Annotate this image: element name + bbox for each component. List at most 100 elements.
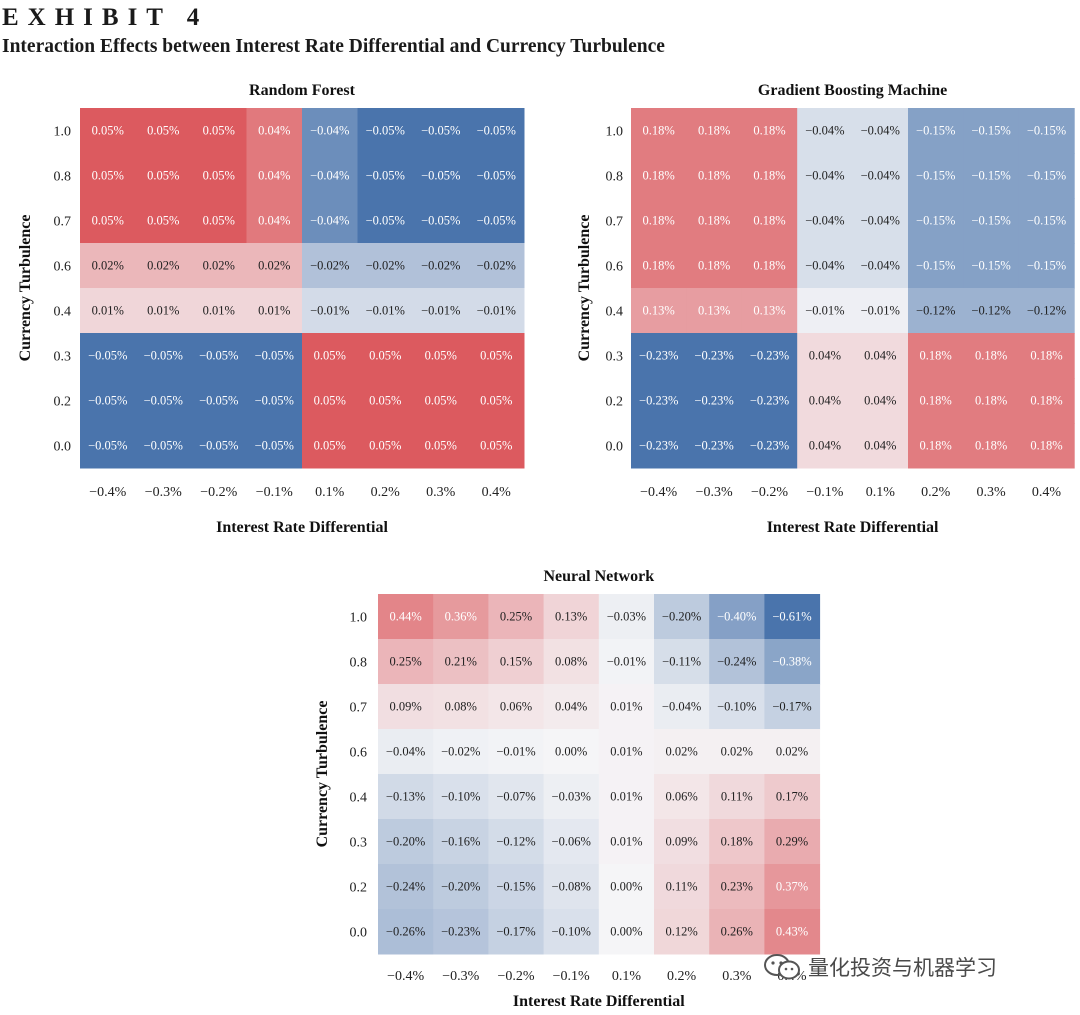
nn-y-tick: 0.0 bbox=[350, 926, 368, 941]
gbm-cell-label: −0.15% bbox=[1027, 124, 1066, 138]
rf-cell bbox=[413, 333, 469, 379]
rf-cell bbox=[246, 108, 303, 154]
nn-cell bbox=[488, 864, 545, 910]
gbm-cell bbox=[1018, 198, 1075, 244]
rf-cell bbox=[135, 108, 192, 154]
rf-cell-label: −0.05% bbox=[144, 439, 183, 453]
gbm-y-tick: 0.2 bbox=[606, 395, 624, 410]
nn-cell bbox=[433, 819, 489, 865]
nn-y-tick: 0.7 bbox=[350, 701, 368, 716]
nn-cell bbox=[709, 684, 765, 730]
gbm-cell bbox=[741, 288, 798, 334]
gbm-y-axis-title: Currency Turbulence bbox=[576, 215, 593, 362]
gbm-cell bbox=[797, 378, 854, 424]
nn-cell bbox=[598, 774, 655, 820]
gbm-cell bbox=[741, 333, 798, 379]
nn-cell bbox=[488, 594, 545, 640]
nn-cell bbox=[378, 729, 434, 775]
gbm-cell bbox=[908, 288, 964, 334]
rf-y-tick: 0.7 bbox=[54, 215, 72, 230]
nn-cell-label: −0.01% bbox=[496, 745, 535, 759]
gbm-cell-label: −0.04% bbox=[861, 169, 900, 183]
nn-cell-label: 0.00% bbox=[610, 925, 642, 939]
gbm-cell-label: −0.23% bbox=[750, 439, 789, 453]
gbm-cell-label: −0.12% bbox=[1027, 304, 1066, 318]
nn-cell bbox=[598, 594, 655, 640]
gbm-cell bbox=[686, 153, 743, 199]
rf-x-tick: −0.1% bbox=[256, 485, 293, 500]
rf-cell bbox=[413, 198, 469, 244]
rf-cell bbox=[357, 243, 414, 289]
nn-cell bbox=[598, 819, 655, 865]
rf-cell-label: −0.05% bbox=[255, 349, 294, 363]
gbm-cell-label: −0.04% bbox=[805, 259, 844, 273]
gbm-cell bbox=[741, 108, 798, 154]
gbm-cell bbox=[852, 288, 909, 334]
rf-cell-label: 0.04% bbox=[258, 214, 290, 228]
rf-cell-label: −0.01% bbox=[477, 304, 516, 318]
gbm-cell bbox=[1018, 288, 1075, 334]
rf-cell bbox=[191, 108, 247, 154]
nn-cell bbox=[488, 909, 545, 955]
nn-cell bbox=[764, 639, 821, 685]
nn-cell bbox=[378, 594, 434, 640]
gbm-x-tick: −0.4% bbox=[640, 485, 677, 500]
gbm-cell bbox=[852, 243, 909, 289]
gbm-cell-label: 0.18% bbox=[643, 124, 675, 138]
rf-x-axis-title: Interest Rate Differential bbox=[216, 519, 388, 536]
nn-cell bbox=[709, 639, 765, 685]
nn-cell-label: −0.13% bbox=[386, 790, 425, 804]
gbm-cell-label: 0.18% bbox=[1030, 439, 1062, 453]
gbm-cell bbox=[686, 378, 743, 424]
rf-cell-label: −0.01% bbox=[310, 304, 349, 318]
gbm-cell-label: 0.18% bbox=[975, 439, 1007, 453]
rf-y-axis-title: Currency Turbulence bbox=[17, 215, 34, 362]
rf-cell bbox=[302, 423, 358, 469]
nn-cell-label: −0.24% bbox=[386, 880, 425, 894]
gbm-x-tick: 0.2% bbox=[921, 485, 951, 500]
rf-cell-label: 0.02% bbox=[147, 259, 179, 273]
nn-cell-label: 0.09% bbox=[389, 700, 421, 714]
gbm-cell bbox=[963, 423, 1020, 469]
nn-cell-label: −0.20% bbox=[662, 610, 701, 624]
rf-cell-label: −0.05% bbox=[88, 394, 127, 408]
rf-cell-label: 0.05% bbox=[92, 169, 124, 183]
gbm-cell bbox=[908, 198, 964, 244]
rf-cell-label: −0.05% bbox=[255, 439, 294, 453]
rf-cell bbox=[413, 153, 469, 199]
rf-cell bbox=[302, 333, 358, 379]
gbm-cell bbox=[741, 378, 798, 424]
nn-cell-label: 0.13% bbox=[555, 610, 587, 624]
nn-cell-label: −0.40% bbox=[717, 610, 756, 624]
rf-cell-label: 0.05% bbox=[92, 124, 124, 138]
nn-cell-label: −0.01% bbox=[607, 655, 646, 669]
nn-x-tick: 0.2% bbox=[667, 969, 697, 984]
rf-cell-label: −0.05% bbox=[199, 394, 238, 408]
gbm-x-tick: −0.2% bbox=[751, 485, 788, 500]
gbm-cell bbox=[741, 153, 798, 199]
rf-cell bbox=[468, 153, 525, 199]
nn-cell bbox=[764, 594, 821, 640]
nn-cell-label: −0.15% bbox=[496, 880, 535, 894]
gbm-cell bbox=[797, 153, 854, 199]
rf-cell-label: 0.02% bbox=[258, 259, 290, 273]
nn-cell-label: 0.00% bbox=[610, 880, 642, 894]
gbm-cell bbox=[631, 243, 687, 289]
rf-cell-label: −0.05% bbox=[144, 394, 183, 408]
gbm-cell bbox=[852, 423, 909, 469]
gbm-cell bbox=[797, 108, 854, 154]
nn-cell-label: −0.17% bbox=[496, 925, 535, 939]
gbm-cell-label: −0.04% bbox=[861, 124, 900, 138]
nn-cell bbox=[488, 819, 545, 865]
nn-cell-label: 0.08% bbox=[555, 655, 587, 669]
rf-cell-label: −0.02% bbox=[477, 259, 516, 273]
rf-cell-label: −0.05% bbox=[88, 349, 127, 363]
nn-cell-label: −0.20% bbox=[386, 835, 425, 849]
nn-cell-label: −0.11% bbox=[662, 655, 701, 669]
rf-cell bbox=[191, 198, 247, 244]
rf-cell-label: −0.05% bbox=[366, 214, 405, 228]
gbm-cell-label: −0.23% bbox=[694, 394, 733, 408]
nn-cell bbox=[654, 594, 710, 640]
rf-cell bbox=[357, 198, 414, 244]
nn-cell bbox=[709, 729, 765, 775]
